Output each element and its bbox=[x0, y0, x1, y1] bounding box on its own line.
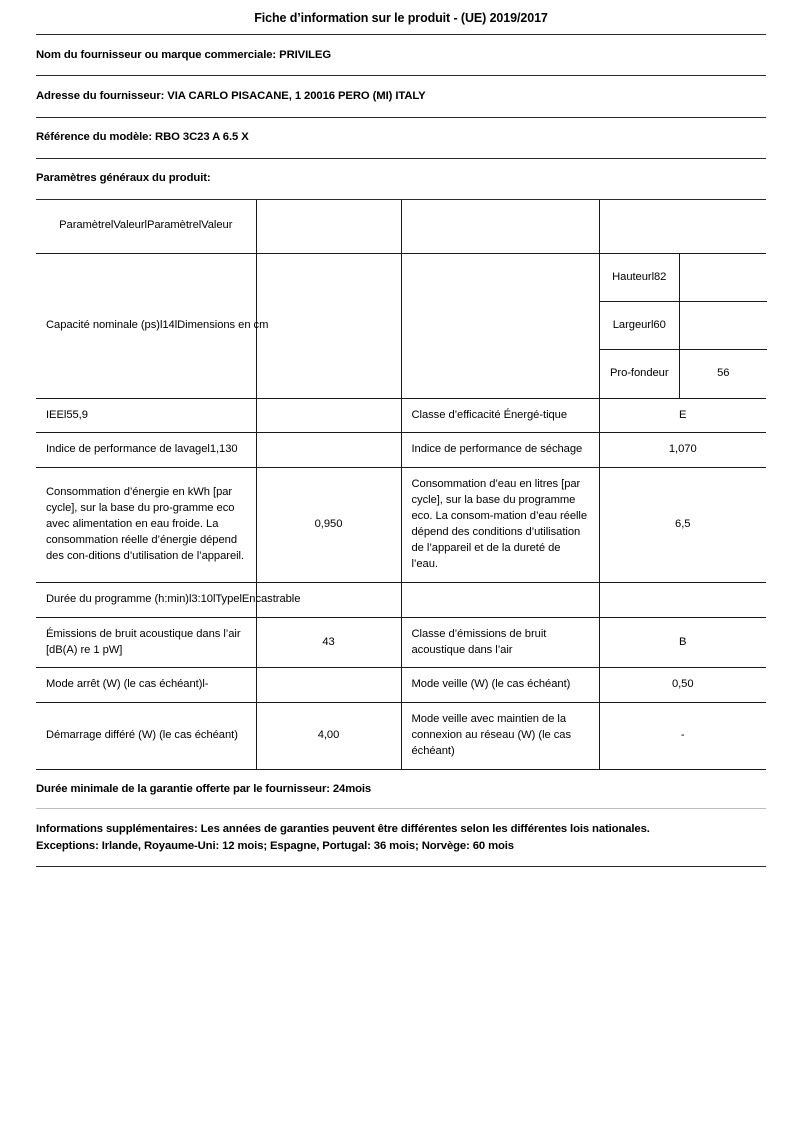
off-mode-value bbox=[255, 667, 401, 704]
dimensions-subtable-cell: Hauteurl82 Largeurl60 Pro-fondeur 56 bbox=[598, 253, 767, 399]
divider-under-title bbox=[36, 34, 766, 35]
warranty-line: Durée minimale de la garantie offerte pa… bbox=[36, 783, 372, 796]
divider-under-supplier-name bbox=[36, 75, 766, 77]
additional-info-block: Informations supplémentaires: Les années… bbox=[36, 809, 766, 866]
additional-info-line-2: Exceptions: Irlande, Royaume-Uni: 12 moi… bbox=[36, 839, 514, 852]
table-row: Mode arrêt (W) (le cas échéant)l- Mode v… bbox=[36, 667, 766, 704]
additional-info-line-1: Informations supplémentaires: Les années… bbox=[36, 823, 650, 836]
noise-class-label: Classe d’émissions de bruit acoustique d… bbox=[400, 617, 599, 669]
capacity-label: Capacité nominale (ps)l14lDimensions en … bbox=[36, 253, 269, 399]
table-header-label: ParamètrelValeurlParamètrelValeur bbox=[59, 219, 233, 232]
drying-performance-label: Indice de performance de séchage bbox=[400, 432, 599, 469]
divider-above-table bbox=[36, 199, 766, 200]
divider-under-model bbox=[36, 157, 766, 159]
wash-performance-value bbox=[255, 432, 401, 469]
eei-label-text: IEEl55,9 bbox=[46, 408, 88, 421]
water-consumption-value: 6,5 bbox=[598, 467, 766, 583]
model-reference-line: Référence du modèle: RBO 3C23 A 6.5 X bbox=[36, 131, 249, 143]
table-row: Consommation d’énergie en kWh [par cycle… bbox=[36, 467, 766, 583]
dimension-value-width bbox=[679, 301, 767, 350]
header-cell-parameters: ParamètrelValeurlParamètrelValeur bbox=[36, 200, 256, 254]
table-row: Émissions de bruit acoustique dans l’air… bbox=[36, 617, 766, 669]
supplier-name-line: Nom du fournisseur ou marque commerciale… bbox=[36, 48, 332, 61]
delay-start-value: 4,00 bbox=[255, 702, 401, 771]
eei-label: IEEl55,9 bbox=[36, 398, 256, 434]
standby-mode-value: 0,50 bbox=[598, 667, 766, 704]
table-row: Démarrage différé (W) (le cas échéant) 4… bbox=[36, 702, 766, 771]
off-mode-label: Mode arrêt (W) (le cas échéant)l- bbox=[36, 667, 256, 704]
standby-mode-label: Mode veille (W) (le cas échéant) bbox=[400, 667, 599, 704]
type-value bbox=[598, 582, 766, 618]
off-mode-label-text: Mode arrêt (W) (le cas échéant)l- bbox=[46, 678, 209, 691]
dimension-value-height bbox=[679, 253, 767, 302]
capacity-right-label bbox=[400, 253, 599, 399]
energy-class-label: Classe d’efficacité Énergé-tique bbox=[400, 398, 599, 434]
water-consumption-label: Consommation d’eau en litres [par cycle]… bbox=[400, 467, 599, 583]
capacity-label-text: Capacité nominale (ps)l14lDimensions en … bbox=[46, 318, 269, 331]
supplier-address-line: Adresse du fournisseur: VIA CARLO PISACA… bbox=[36, 89, 426, 102]
delay-start-label: Démarrage différé (W) (le cas échéant) bbox=[36, 702, 256, 771]
dimension-width-text: Largeurl60 bbox=[612, 319, 666, 332]
dimension-row-depth: Pro-fondeur 56 bbox=[599, 349, 767, 398]
program-duration-value bbox=[255, 582, 401, 618]
type-label bbox=[400, 582, 599, 618]
networked-standby-label: Mode veille avec maintien de la connexio… bbox=[400, 702, 599, 771]
table-header-row: ParamètrelValeurlParamètrelValeur bbox=[36, 200, 766, 254]
program-duration-label-text: Durée du programme (h:min)l3:10lTypelEnc… bbox=[46, 592, 301, 605]
table-row: Durée du programme (h:min)l3:10lTypelEnc… bbox=[36, 582, 766, 618]
dimensions-table: Hauteurl82 Largeurl60 Pro-fondeur 56 bbox=[599, 253, 767, 398]
header-cell-parameter-2 bbox=[400, 200, 599, 254]
dimension-row-height: Hauteurl82 bbox=[599, 253, 767, 302]
networked-standby-value: - bbox=[598, 702, 766, 771]
energy-consumption-label: Consommation d’énergie en kWh [par cycle… bbox=[36, 467, 256, 583]
dimension-label-depth: Pro-fondeur bbox=[599, 349, 680, 398]
dimension-label-width: Largeurl60 bbox=[599, 301, 680, 350]
energy-consumption-value: 0,950 bbox=[255, 467, 401, 583]
noise-emissions-label: Émissions de bruit acoustique dans l’air… bbox=[36, 617, 256, 669]
general-parameters-heading: Paramètres généraux du produit: bbox=[36, 172, 211, 185]
eei-value bbox=[255, 398, 401, 434]
specifications-table: ParamètrelValeurlParamètrelValeur Capaci… bbox=[36, 200, 767, 771]
program-duration-label: Durée du programme (h:min)l3:10lTypelEnc… bbox=[36, 582, 301, 618]
noise-class-value: B bbox=[598, 617, 766, 669]
table-row: Capacité nominale (ps)l14lDimensions en … bbox=[36, 253, 767, 399]
header-cell-value-2 bbox=[598, 200, 766, 254]
capacity-value bbox=[255, 253, 401, 399]
energy-class-value: E bbox=[598, 398, 766, 434]
header-cell-value-1 bbox=[255, 200, 401, 254]
divider-bottom bbox=[36, 866, 766, 868]
table-row: IEEl55,9 Classe d’efficacité Énergé-tiqu… bbox=[36, 398, 766, 434]
dimension-row-width: Largeurl60 bbox=[599, 301, 767, 350]
dimension-label-height: Hauteurl82 bbox=[599, 253, 680, 302]
page-title: Fiche d’information sur le produit - (UE… bbox=[254, 11, 548, 25]
drying-performance-value: 1,070 bbox=[598, 432, 766, 469]
dimension-height-text: Hauteurl82 bbox=[612, 270, 667, 283]
table-row: Indice de performance de lavagel1,130 In… bbox=[36, 432, 766, 469]
divider-above-additional-info bbox=[36, 808, 766, 810]
noise-emissions-value: 43 bbox=[255, 617, 401, 669]
dimension-value-depth: 56 bbox=[717, 367, 730, 380]
wash-performance-label-text: Indice de performance de lavagel1,130 bbox=[46, 443, 238, 456]
divider-under-address bbox=[36, 116, 766, 118]
wash-performance-label: Indice de performance de lavagel1,130 bbox=[36, 432, 256, 469]
